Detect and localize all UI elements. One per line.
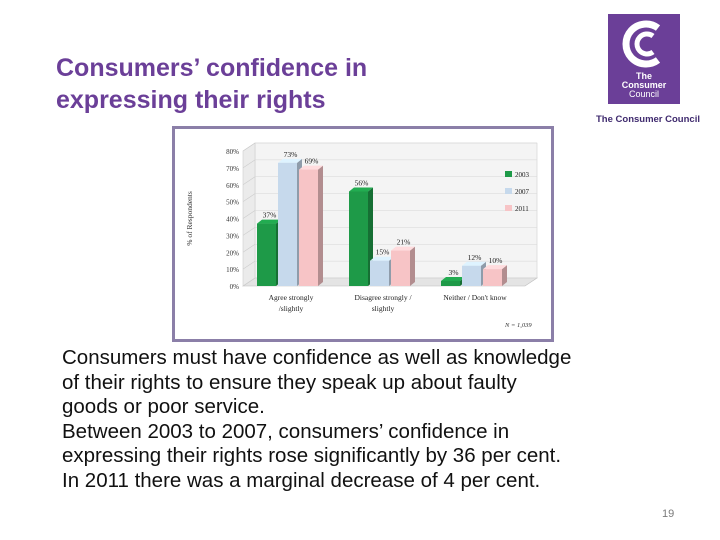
y-axis-label: % of Respondents (185, 191, 194, 246)
legend-swatch (505, 188, 512, 194)
x-tick-label: Disagree strongly / (354, 293, 412, 302)
y-tick-label: 20% (226, 249, 239, 257)
y-tick-label: 0% (230, 283, 240, 291)
bar (462, 265, 481, 286)
title-line-1: Consumers’ confidence in (56, 54, 368, 82)
gridline-diag (242, 142, 256, 152)
y-tick-label: 10% (226, 266, 239, 274)
x-tick-label: Neither / Don't know (443, 293, 507, 302)
bar-top (349, 187, 373, 192)
y-tick-label: 30% (226, 232, 239, 240)
gridline-diag (242, 260, 256, 270)
y-tick-label: 40% (226, 216, 239, 224)
bar-top (462, 261, 486, 266)
y-tick-label: 80% (226, 148, 239, 156)
logo-c-mark-icon (622, 20, 661, 68)
gridline-diag (242, 193, 256, 202)
gridline-diag (242, 159, 256, 169)
body-line-3: goods or poor service. (62, 395, 265, 418)
chart-footnote: N = 1,039 (504, 322, 532, 329)
gridline-diag (242, 176, 256, 185)
bar-side (502, 265, 507, 286)
bar-top (257, 219, 281, 224)
bar-chart: 0% 10% 20% 30% 40% 50% 60% 70% 80% % of Responden… (185, 142, 538, 329)
body-line-5: expressing their rights rose significant… (62, 444, 562, 467)
body-line-2: of their rights to ensure they speak up … (62, 370, 517, 394)
bar-top (483, 265, 507, 270)
data-label: 69% (305, 157, 319, 166)
bar-top (391, 246, 415, 251)
bar-side (318, 165, 323, 286)
bar (299, 169, 318, 286)
logo-text-consumer: Consumer (621, 80, 667, 90)
legend-swatch (505, 205, 512, 211)
bar (441, 280, 460, 286)
bar (349, 191, 368, 286)
chart-frame: 0% 10% 20% 30% 40% 50% 60% 70% 80% % of Responden… (172, 126, 554, 342)
gridline-diag (242, 277, 256, 287)
legend-label: 2011 (515, 205, 529, 213)
data-label: 21% (397, 238, 411, 247)
y-tick-label: 70% (226, 165, 239, 173)
y-tick-label: 50% (226, 199, 239, 207)
x-tick-label: Agree strongly (269, 293, 314, 302)
consumer-council-logo: The Consumer Council The Consumer Counci… (588, 14, 708, 128)
body-text: Consumers must have confidence as well a… (62, 346, 672, 493)
logo-text-the: The (635, 71, 652, 81)
bar (257, 223, 276, 286)
x-tick-label: /slightly (279, 304, 304, 313)
legend-swatch (505, 171, 512, 177)
data-label: 15% (376, 248, 390, 257)
bar-side (410, 246, 415, 286)
bar (278, 162, 297, 286)
x-tick-label: slightly (372, 304, 395, 313)
slide-title: Consumers’ confidence in expressing thei… (56, 52, 476, 116)
body-line-6: In 2011 there was a marginal decrease of… (62, 468, 541, 492)
bar-top (370, 256, 394, 261)
gridline-diag (242, 210, 256, 219)
logo-text-council: Council (628, 89, 659, 99)
title-line-2: expressing their rights (56, 86, 326, 114)
data-label: 37% (263, 211, 277, 220)
data-label: 3% (449, 268, 459, 277)
gridline-diag (242, 244, 256, 253)
gridline-diag (242, 227, 256, 236)
bar (370, 260, 389, 286)
bar-top (299, 165, 323, 170)
bar-top (278, 158, 302, 163)
data-label: 12% (468, 253, 482, 262)
logo-badge: The Consumer Council (608, 14, 680, 104)
logo-wordmark: The Consumer Council (596, 114, 700, 125)
y-tick-label: 60% (226, 182, 239, 190)
legend-label: 2007 (515, 188, 530, 196)
bar (391, 250, 410, 286)
bar-top (441, 276, 465, 281)
data-label: 73% (284, 150, 298, 159)
data-label: 56% (355, 179, 369, 188)
body-line-4: Between 2003 to 2007, consumers’ confide… (62, 419, 510, 443)
legend-label: 2003 (515, 171, 530, 179)
page-number: 19 (662, 508, 675, 520)
data-label: 10% (489, 256, 503, 265)
body-line-1: Consumers must have confidence as well a… (62, 346, 572, 369)
bar (483, 269, 502, 286)
